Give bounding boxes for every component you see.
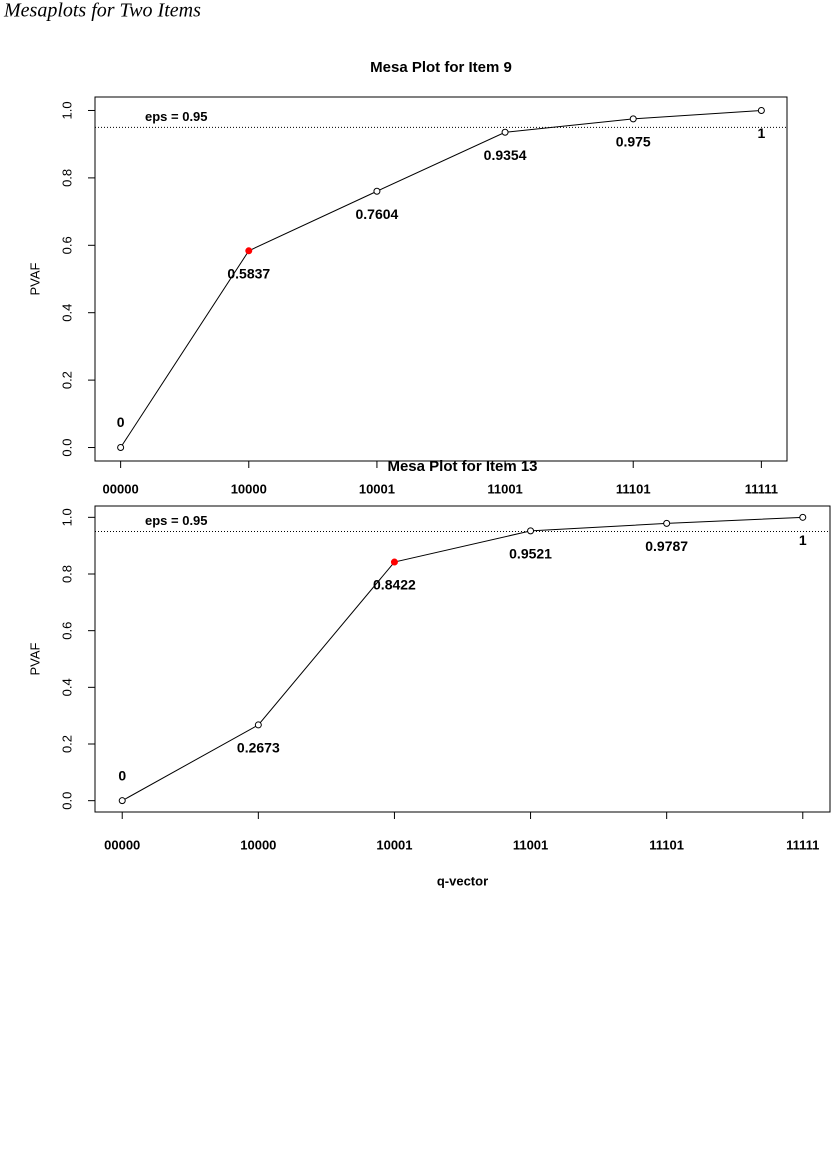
- data-point: [118, 797, 126, 805]
- value-label: 0.9787: [645, 538, 688, 554]
- y-tick-label: 0.4: [59, 678, 74, 696]
- data-point: [527, 527, 535, 535]
- chart-title: Mesa Plot for Item 13: [387, 458, 537, 475]
- value-label: 1: [799, 532, 807, 548]
- x-tick-label: 10000: [231, 481, 267, 496]
- plot-box: [94, 505, 831, 813]
- x-tick-label: 11111: [745, 481, 778, 496]
- x-tick-label: 00000: [104, 837, 140, 852]
- value-label: 0.9354: [484, 147, 527, 163]
- data-point: [254, 721, 262, 729]
- data-point: [390, 558, 398, 566]
- data-point: [501, 128, 509, 136]
- x-axis-label: q-vector: [437, 873, 488, 888]
- x-tick-label: 10000: [240, 837, 276, 852]
- y-tick-label: 0.6: [59, 236, 74, 254]
- value-label: 0: [117, 414, 125, 430]
- x-tick-label: 00000: [103, 481, 139, 496]
- value-label: 0.975: [616, 134, 651, 150]
- data-point: [799, 513, 807, 521]
- x-tick-label: 11101: [616, 481, 651, 496]
- y-tick-label: 0.2: [59, 735, 74, 753]
- chart-title: Mesa Plot for Item 9: [370, 59, 512, 76]
- value-label: 1: [757, 125, 765, 141]
- value-label: 0.7604: [356, 206, 399, 222]
- y-tick-label: 0.4: [59, 304, 74, 322]
- y-tick-label: 1.0: [59, 101, 74, 119]
- data-point: [117, 444, 125, 452]
- data-line: [121, 516, 803, 802]
- eps-label: eps = 0.95: [145, 513, 208, 528]
- data-point: [373, 187, 381, 195]
- plot-box: [94, 96, 788, 462]
- x-tick-label: 11001: [513, 837, 548, 852]
- value-label: 0: [118, 767, 126, 783]
- x-tick-label: 10001: [359, 481, 395, 496]
- y-axis-label: PVAF: [27, 262, 42, 295]
- data-point: [629, 115, 637, 123]
- y-tick-label: 0.8: [59, 565, 74, 583]
- value-label: 0.9521: [509, 546, 552, 562]
- y-tick-label: 0.0: [59, 792, 74, 810]
- x-tick-label: 11111: [786, 837, 819, 852]
- value-label: 0.2673: [237, 740, 280, 756]
- x-tick-label: 10001: [376, 837, 412, 852]
- y-tick-label: 0.8: [59, 169, 74, 187]
- eps-label: eps = 0.95: [145, 109, 208, 124]
- y-tick-label: 1.0: [59, 508, 74, 526]
- x-tick-label: 11101: [649, 837, 684, 852]
- caption: Mesaplots for Two Items: [3, 0, 201, 22]
- data-point: [663, 519, 671, 527]
- y-tick-label: 0.2: [59, 371, 74, 389]
- y-tick-label: 0.0: [59, 438, 74, 456]
- data-point: [757, 106, 765, 114]
- x-tick-label: 11001: [487, 481, 522, 496]
- data-point: [245, 247, 253, 255]
- value-label: 0.8422: [373, 577, 416, 593]
- value-label: 0.5837: [227, 265, 270, 281]
- y-tick-label: 0.6: [59, 622, 74, 640]
- data-line: [120, 109, 762, 448]
- y-axis-label: PVAF: [27, 642, 42, 675]
